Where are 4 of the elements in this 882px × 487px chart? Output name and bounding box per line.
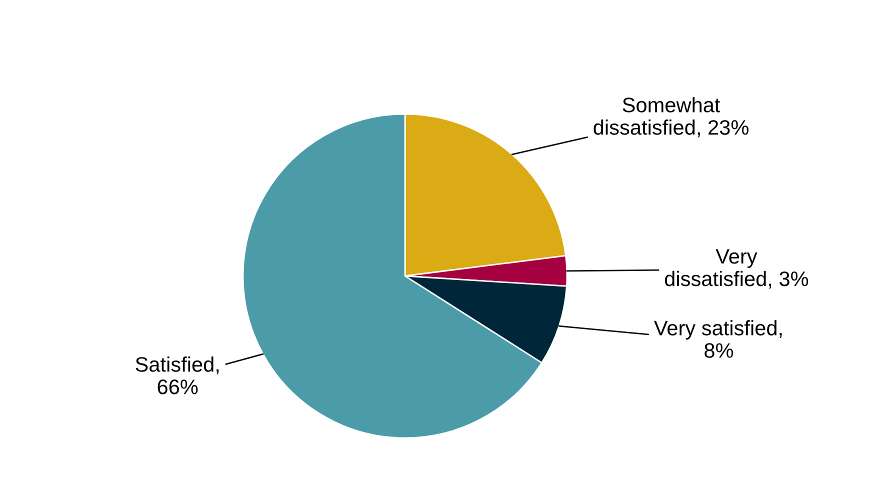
- slice-label: Very dissatisfied, 3%: [664, 249, 808, 289]
- slice-label: Very satisfied, 8%: [654, 320, 782, 358]
- slice-label: Satisfied, 66%: [136, 356, 219, 394]
- slice-label: Somewhat dissatisfied, 23%: [594, 97, 748, 138]
